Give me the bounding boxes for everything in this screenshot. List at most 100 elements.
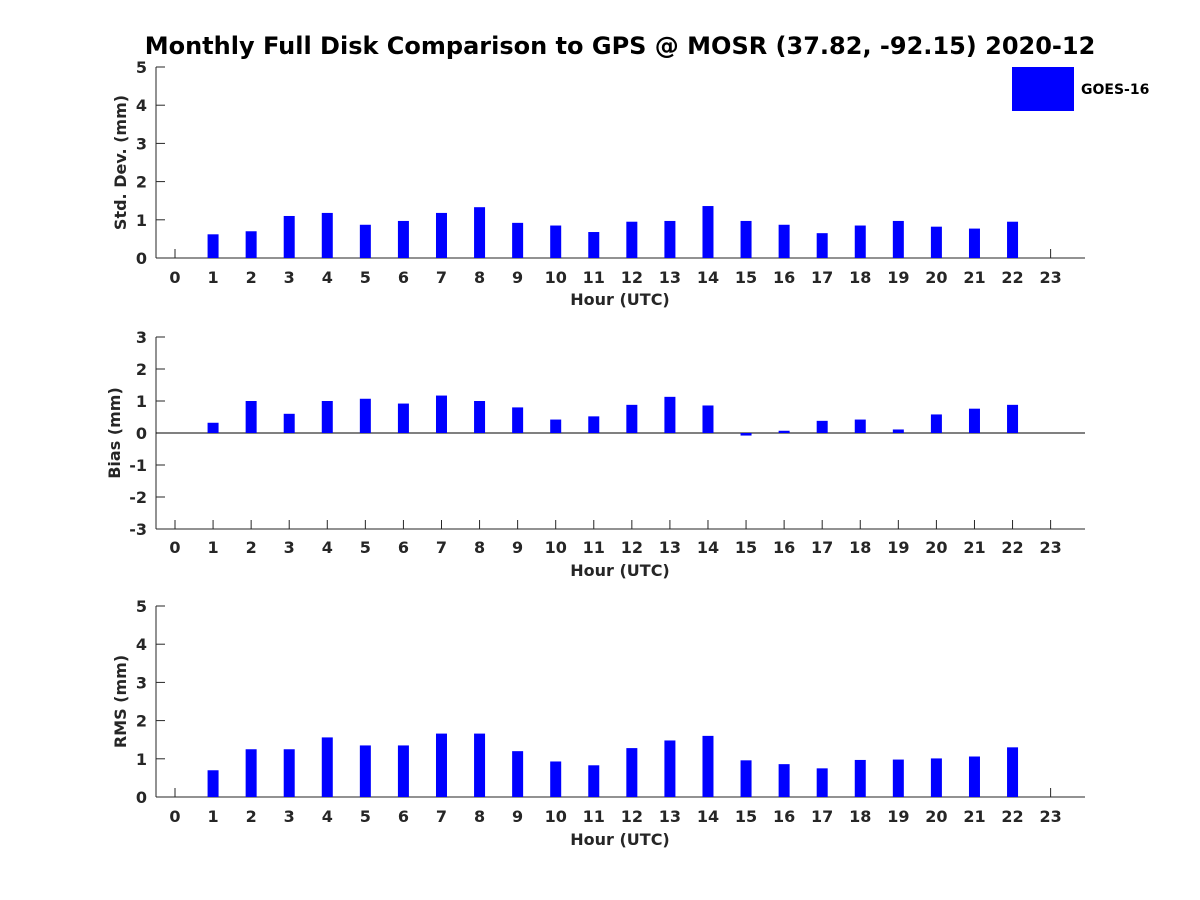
bar-hour-21 (968, 408, 980, 433)
x-tick-label: 16 (773, 807, 795, 826)
x-tick-label: 4 (322, 538, 333, 557)
x-tick-label: 12 (621, 807, 643, 826)
bar-hour-19 (892, 220, 904, 258)
bar-hour-5 (359, 745, 371, 797)
x-tick-label: 17 (811, 538, 833, 557)
bar-hour-19 (892, 759, 904, 797)
x-tick-label: 14 (697, 807, 719, 826)
x-tick-label: 2 (246, 538, 257, 557)
bar-hour-15 (740, 220, 752, 258)
bar-hour-13 (664, 220, 676, 258)
x-tick-label: 21 (963, 807, 985, 826)
bar-hour-13 (664, 740, 676, 797)
x-tick-label: 3 (284, 538, 295, 557)
bar-hour-19 (892, 429, 904, 433)
x-tick-label: 18 (849, 538, 871, 557)
y-tick-label: 4 (136, 96, 147, 115)
x-tick-label: 20 (925, 268, 947, 287)
bar-hour-20 (930, 414, 942, 433)
x-tick-label: 17 (811, 268, 833, 287)
legend-label: GOES-16 (1081, 82, 1149, 98)
x-tick-label: 11 (583, 807, 605, 826)
bar-hour-16 (778, 430, 790, 433)
bar-hour-7 (435, 395, 447, 433)
bar-hour-17 (816, 233, 828, 258)
x-tick-label: 23 (1039, 538, 1061, 557)
bar-hour-11 (588, 765, 600, 797)
bar-hour-7 (435, 733, 447, 797)
x-tick-label: 3 (284, 268, 295, 287)
x-tick-label: 3 (284, 807, 295, 826)
y-tick-label: 1 (136, 211, 147, 230)
x-tick-label: 13 (659, 807, 681, 826)
x-tick-label: 2 (246, 807, 257, 826)
x-tick-label: 8 (474, 807, 485, 826)
bar-hour-9 (512, 222, 524, 258)
x-tick-label: 15 (735, 807, 757, 826)
x-axis-label: Hour (UTC) (570, 290, 670, 309)
x-tick-label: 5 (360, 268, 371, 287)
y-axis-label: Bias (mm) (105, 387, 124, 479)
bar-hour-3 (283, 215, 295, 258)
y-axis-label: RMS (mm) (111, 655, 130, 748)
x-tick-label: 7 (436, 538, 447, 557)
y-tick-label: -1 (129, 456, 147, 475)
x-tick-label: 1 (207, 807, 218, 826)
x-tick-label: 9 (512, 538, 523, 557)
x-tick-label: 0 (169, 538, 180, 557)
x-tick-label: 0 (169, 268, 180, 287)
bar-hour-1 (207, 234, 219, 258)
x-tick-label: 9 (512, 807, 523, 826)
x-tick-label: 15 (735, 268, 757, 287)
bar-hour-10 (550, 225, 562, 258)
bar-hour-16 (778, 764, 790, 797)
y-tick-label: 3 (136, 134, 147, 153)
bar-hour-20 (930, 226, 942, 258)
y-tick-label: 2 (136, 360, 147, 379)
y-tick-label: 0 (136, 249, 147, 268)
x-tick-label: 7 (436, 807, 447, 826)
bar-hour-4 (321, 401, 333, 433)
y-tick-label: 3 (136, 673, 147, 692)
x-tick-label: 11 (583, 538, 605, 557)
bar-hour-16 (778, 224, 790, 258)
bar-hour-22 (1007, 404, 1019, 433)
bar-hour-2 (245, 401, 257, 433)
y-tick-label: 1 (136, 392, 147, 411)
y-tick-label: 2 (136, 712, 147, 731)
bar-hour-3 (283, 413, 295, 433)
bar-hour-4 (321, 737, 333, 797)
bar-hour-14 (702, 405, 714, 433)
bar-hour-17 (816, 768, 828, 797)
bar-hour-1 (207, 770, 219, 797)
x-tick-label: 21 (963, 268, 985, 287)
bar-hour-5 (359, 398, 371, 433)
x-tick-label: 4 (322, 807, 333, 826)
bar-hour-20 (930, 758, 942, 797)
x-tick-label: 23 (1039, 268, 1061, 287)
bar-hour-9 (512, 751, 524, 797)
x-tick-label: 1 (207, 268, 218, 287)
x-tick-label: 2 (246, 268, 257, 287)
x-tick-label: 23 (1039, 807, 1061, 826)
bar-hour-15 (740, 760, 752, 797)
bar-hour-5 (359, 224, 371, 258)
x-tick-label: 16 (773, 538, 795, 557)
y-tick-label: 2 (136, 173, 147, 192)
x-axis-label: Hour (UTC) (570, 561, 670, 580)
x-tick-label: 10 (545, 538, 567, 557)
bar-hour-7 (435, 212, 447, 258)
bar-hour-9 (512, 407, 524, 433)
x-tick-label: 8 (474, 268, 485, 287)
x-tick-label: 13 (659, 268, 681, 287)
bar-hour-12 (626, 404, 638, 433)
x-tick-label: 8 (474, 538, 485, 557)
x-tick-label: 12 (621, 538, 643, 557)
x-tick-label: 9 (512, 268, 523, 287)
x-tick-label: 14 (697, 268, 719, 287)
x-tick-label: 12 (621, 268, 643, 287)
bar-hour-1 (207, 422, 219, 433)
y-tick-label: 0 (136, 424, 147, 443)
bar-hour-12 (626, 221, 638, 258)
y-tick-label: 1 (136, 750, 147, 769)
